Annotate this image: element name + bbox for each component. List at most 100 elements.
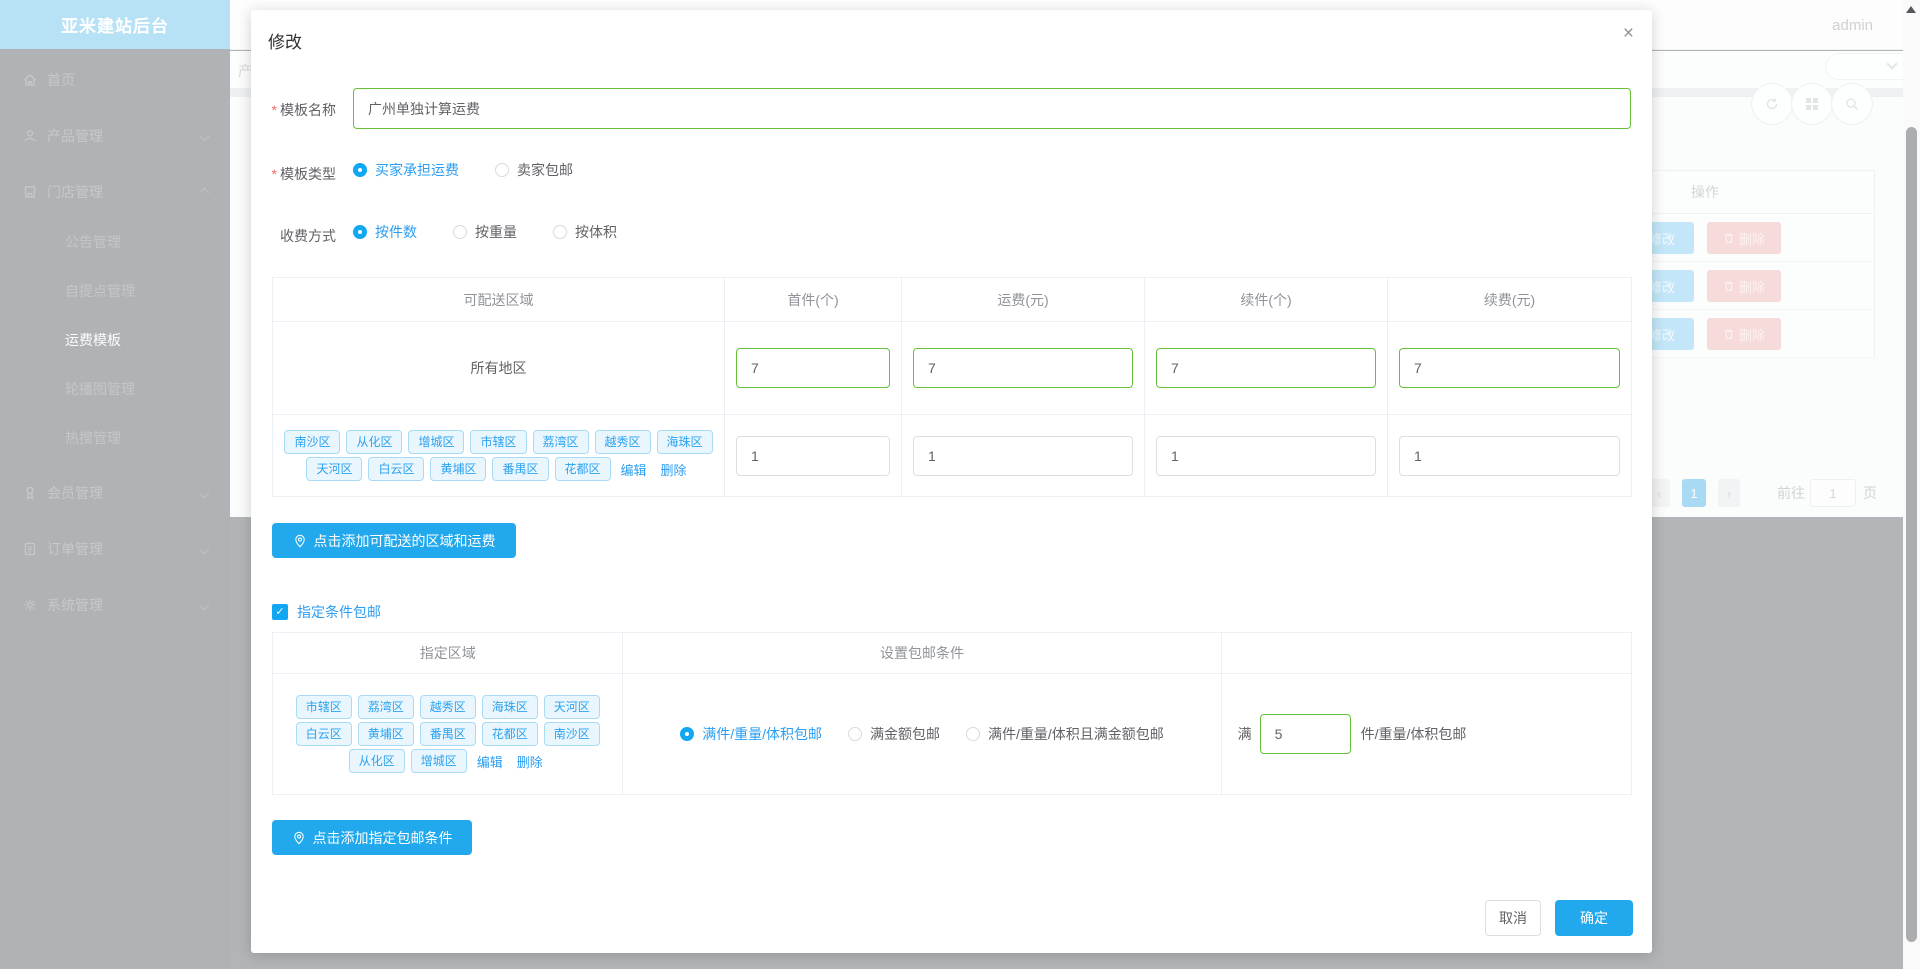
delete-button[interactable]: 删除 [1707,270,1781,302]
template-name-input[interactable] [353,88,1631,129]
first-piece-input[interactable] [736,435,890,476]
table-row: 修改 删除 [1536,262,1874,310]
charge-method-label: 收费方式 [280,228,336,244]
scrollbar[interactable] [1903,0,1920,969]
scroll-up-arrow-icon[interactable] [1906,6,1916,13]
radio-unselected-icon[interactable] [848,727,863,741]
refresh-button[interactable] [1751,83,1793,125]
region-tag: 黄埔区 [430,457,487,481]
radio-unselected-icon[interactable] [495,163,509,177]
pagination-next[interactable]: › [1718,479,1740,507]
radio-option-amount-free[interactable]: 满金额包邮 [870,726,941,742]
charge-method-radio-group: 按件数 按重量 按体积 [353,222,617,242]
required-asterisk: * [271,102,277,118]
column-header-first: 首件(个) [725,278,902,322]
template-type-radio-group: 买家承担运费 卖家包邮 [353,160,573,180]
fee-input[interactable] [913,435,1133,476]
sidebar-item-announcements[interactable]: 公告管理 [65,233,121,250]
region-tag: 从化区 [348,749,405,773]
additional-piece-input[interactable] [1156,348,1376,388]
sidebar-item-system[interactable]: 系统管理 [0,580,230,630]
region-tag: 增城区 [410,749,467,773]
region-tag: 南沙区 [543,722,600,746]
sidebar-item-home[interactable]: 首页 [0,55,230,105]
delete-link[interactable]: 删除 [516,754,543,770]
radio-unselected-icon[interactable] [966,727,981,741]
pagination-goto-input[interactable]: 1 [1810,479,1856,507]
chevron-down-icon [199,600,210,610]
radio-option-seller-free[interactable]: 卖家包邮 [517,162,573,178]
sidebar-item-hot-search[interactable]: 热搜管理 [65,429,121,446]
region-tags: 市辖区 荔湾区 越秀区 海珠区 天河区 白云区 黄埔区 番禺区 花都区 南沙区 从化区 增城区 编辑 删除 [273,686,622,782]
trash-icon [1724,281,1734,291]
region-tag: 番禺区 [419,722,476,746]
shipping-table-row-all-areas: 所有地区 [273,322,1631,415]
first-piece-input[interactable] [736,348,890,388]
required-asterisk: * [271,166,277,182]
radio-unselected-icon[interactable] [553,225,567,239]
radio-option-by-volume[interactable]: 按体积 [575,224,617,240]
region-tag: 花都区 [481,722,538,746]
region-tag: 天河区 [543,695,600,719]
app-logo-title: 亚米建站后台 [0,0,230,49]
radio-option-by-weight[interactable]: 按重量 [475,224,517,240]
home-icon [24,74,36,86]
additional-piece-input[interactable] [1156,435,1376,476]
search-input[interactable] [1825,53,1905,80]
user-icon [24,129,36,142]
radio-option-buyer-pays[interactable]: 买家承担运费 [375,162,459,178]
pagination-prev[interactable]: ‹ [1648,479,1670,507]
delete-button[interactable]: 删除 [1707,318,1781,350]
cancel-button[interactable]: 取消 [1485,900,1541,936]
region-tag: 市辖区 [470,430,527,454]
threshold-input[interactable] [1259,714,1351,754]
add-free-shipping-condition-button[interactable]: 点击添加指定包邮条件 [272,820,472,855]
radio-option-piece-and-amount-free[interactable]: 满件/重量/体积且满金额包邮 [988,726,1164,742]
sidebar-item-shipping-templates[interactable]: 运费模板 [65,331,121,348]
additional-fee-input[interactable] [1399,435,1620,476]
sidebar-item-pickup-points[interactable]: 自提点管理 [65,282,135,299]
radio-unselected-icon[interactable] [453,225,467,239]
radio-option-by-piece[interactable]: 按件数 [375,224,417,240]
layout-button[interactable] [1791,83,1833,125]
radio-option-piece-free[interactable]: 满件/重量/体积包邮 [702,726,823,742]
delete-link[interactable]: 删除 [660,462,687,478]
close-icon[interactable]: × [1622,23,1634,44]
sidebar-item-orders[interactable]: 订单管理 [0,524,230,574]
sidebar-item-products[interactable]: 产品管理 [0,111,230,161]
condition-radio-group: 满件/重量/体积包邮 满金额包邮 满件/重量/体积且满金额包邮 [680,724,1164,744]
threshold-suffix: 件/重量/体积包邮 [1360,726,1467,742]
edit-link[interactable]: 编辑 [476,754,503,770]
radio-selected-icon[interactable] [353,225,367,239]
region-tag: 南沙区 [284,430,341,454]
add-delivery-area-button[interactable]: 点击添加可配送的区域和运费 [272,523,516,558]
edit-link[interactable]: 编辑 [620,462,647,478]
radio-selected-icon[interactable] [680,727,695,741]
order-icon [24,542,36,556]
radio-selected-icon[interactable] [353,163,367,177]
confirm-button[interactable]: 确定 [1555,900,1633,936]
conditional-free-shipping-label[interactable]: 指定条件包邮 [297,604,381,620]
pagination-page-1[interactable]: 1 [1682,479,1706,507]
chevron-up-icon [199,187,210,197]
search-button[interactable] [1831,83,1873,125]
template-type-label: * 模板类型 [271,166,336,182]
user-menu[interactable]: admin [1832,17,1873,34]
sidebar-item-carousel[interactable]: 轮播图管理 [65,380,135,397]
delete-button[interactable]: 删除 [1707,222,1781,254]
refresh-icon [1766,98,1778,110]
column-header-empty [1221,633,1631,674]
column-header-fee: 运费(元) [902,278,1145,322]
checkbox-checked-icon[interactable] [272,604,288,620]
region-tag: 白云区 [368,457,425,481]
region-tag: 增城区 [408,430,465,454]
additional-fee-input[interactable] [1399,348,1620,388]
fee-input[interactable] [913,348,1133,388]
sidebar-item-stores[interactable]: 门店管理 [0,167,230,217]
sidebar-item-members[interactable]: 会员管理 [0,468,230,518]
region-tag: 黄埔区 [357,722,414,746]
grid-icon [1806,98,1818,110]
scrollbar-thumb[interactable] [1906,127,1917,942]
template-name-label: * 模板名称 [271,102,336,118]
